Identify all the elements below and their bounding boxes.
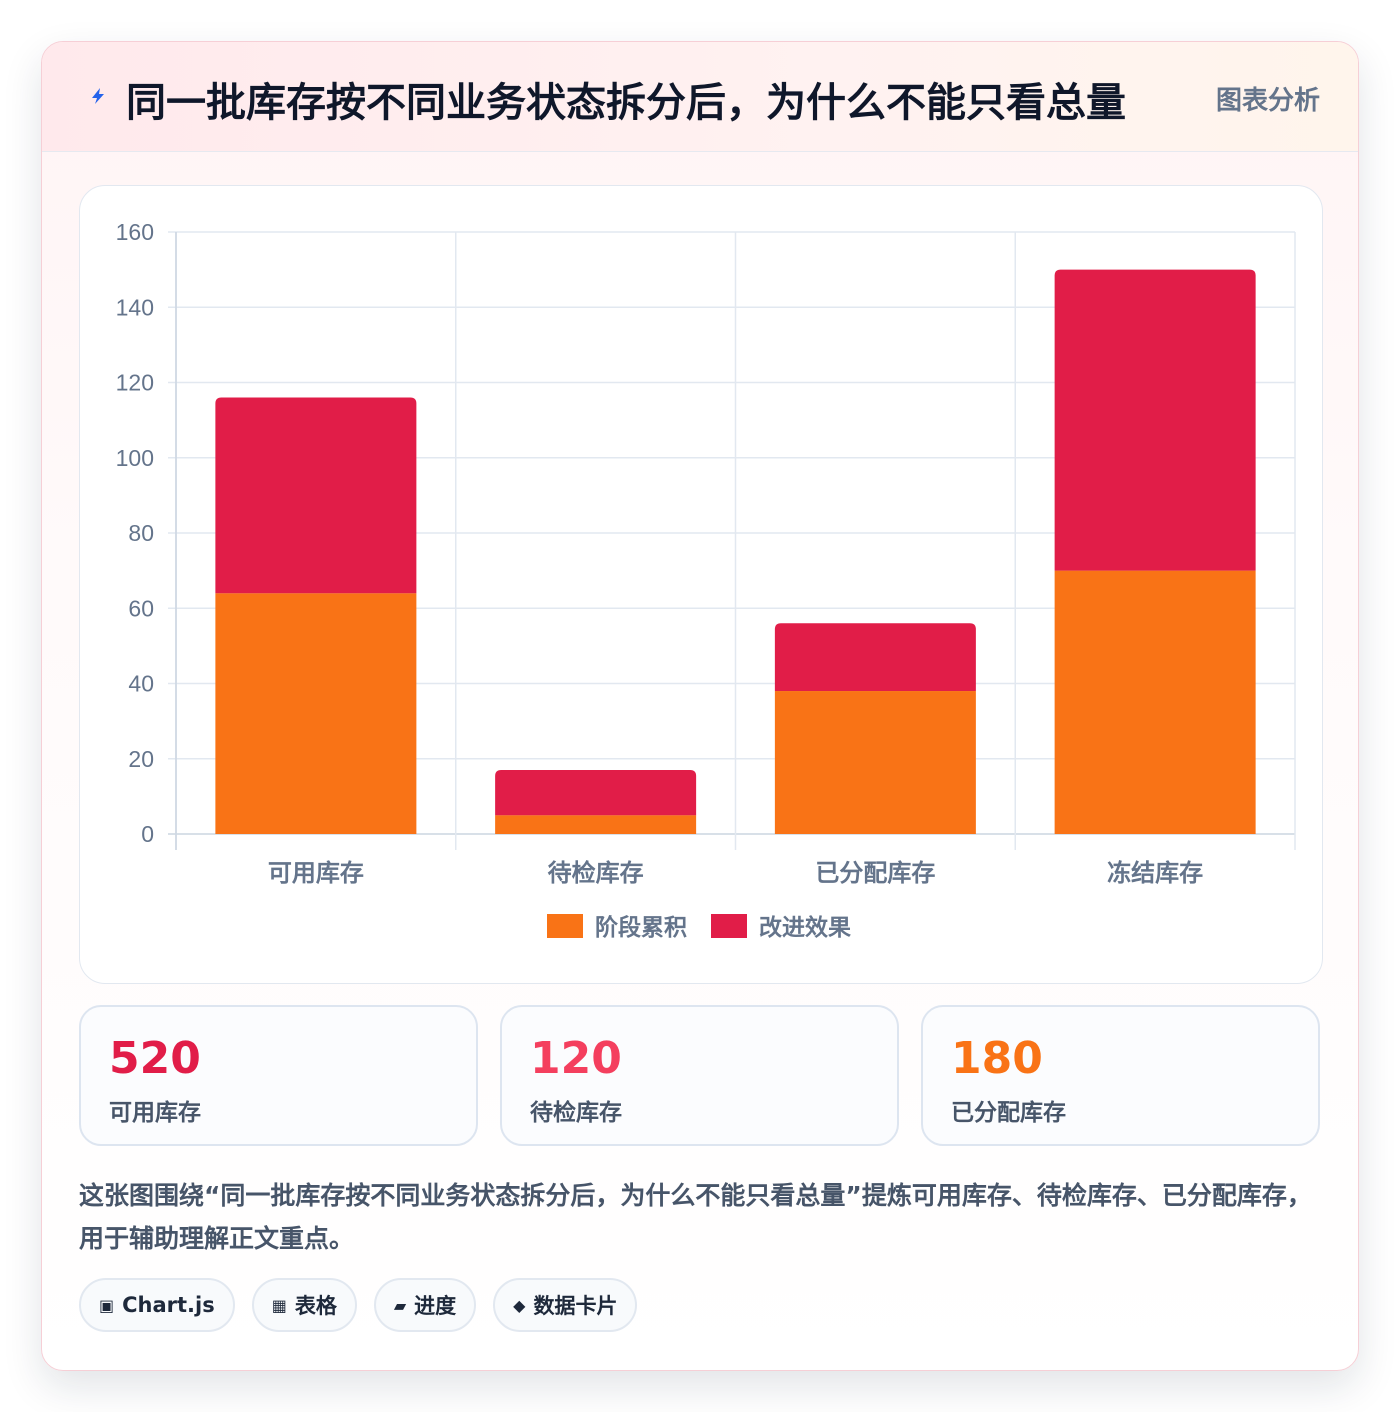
stat-label: 可用库存 [109,1100,201,1126]
bar-segment [495,770,697,816]
legend-swatch [711,914,747,938]
chart-panel: 0 20 40 60 80 100 120 140 160 可用库存 待检库存 已分配库存 冻结库存阶段… [79,185,1323,984]
y-tick-label: 20 [128,746,154,772]
y-tick-label: 140 [116,294,154,320]
bar-segment [1054,570,1256,834]
y-tick-label: 100 [116,445,154,471]
chip-label: 数据卡片 [533,1294,618,1318]
chip-label: 进度 [414,1294,457,1318]
y-tick-label: 160 [116,219,154,245]
table-icon: ▦ [271,1295,287,1315]
bar-segment [774,691,976,834]
lightning-icon [92,88,104,104]
bar-segment [215,397,417,594]
stat-value: 180 [951,1033,1043,1084]
stat-label: 待检库存 [530,1100,622,1126]
y-tick-label: 120 [116,370,154,396]
chip-table[interactable]: ▦ 表格 [251,1278,357,1332]
chart-card: 同一批库存按不同业务状态拆分后，为什么不能只看总量 图表分析 0 20 40 60 80… [41,41,1359,1371]
stat-value: 120 [530,1033,622,1084]
diamond-icon: ◆ [513,1295,526,1315]
x-tick-label: 已分配库存 [815,859,935,887]
x-tick-label: 待检库存 [548,859,644,887]
chip-label: Chart.js [122,1293,215,1317]
y-tick-label: 40 [128,671,154,697]
stat-card-allocated: 180 已分配库存 [921,1005,1320,1146]
bar-segment [774,623,976,692]
x-tick-label: 可用库存 [268,859,364,887]
chip-data-card[interactable]: ◆ 数据卡片 [493,1278,638,1332]
chip-progress[interactable]: ▰ 进度 [373,1278,477,1332]
bar-segment [495,815,697,834]
stat-label: 已分配库存 [951,1100,1066,1126]
chip-chartjs[interactable]: ▣ Chart.js [79,1278,235,1332]
legend-swatch [547,914,583,938]
tech-chips: ▣ Chart.js ▦ 表格 ▰ 进度 ◆ 数据卡片 [79,1278,638,1332]
stacked-bar-chart: 0 20 40 60 80 100 120 140 160 可用库存 待检库存 已分配库存 冻结库存阶段… [116,219,1296,941]
bar-segment [215,593,417,834]
progress-icon: ▰ [393,1295,407,1315]
card-header: 同一批库存按不同业务状态拆分后，为什么不能只看总量 图表分析 [42,42,1358,152]
y-tick-label: 80 [128,520,154,546]
stat-card-available: 520 可用库存 [79,1005,478,1146]
y-tick-label: 0 [141,821,154,847]
stat-value: 520 [109,1033,201,1084]
chart-icon: ▣ [99,1295,115,1315]
stat-card-pending: 120 待检库存 [500,1005,899,1146]
category-tag: 图表分析 [1215,86,1320,116]
x-tick-label: 冻结库存 [1107,859,1203,887]
chart-description: 这张图围绕“同一批库存按不同业务状态拆分后，为什么不能只看总量”提炼可用库存、待… [79,1181,1312,1253]
y-tick-label: 60 [128,595,154,621]
legend-label: 改进效果 [759,914,851,941]
page-title: 同一批库存按不同业务状态拆分后，为什么不能只看总量 [126,80,1126,126]
chip-label: 表格 [294,1294,337,1318]
legend-label: 阶段累积 [595,914,687,941]
bar-segment [1054,269,1256,571]
